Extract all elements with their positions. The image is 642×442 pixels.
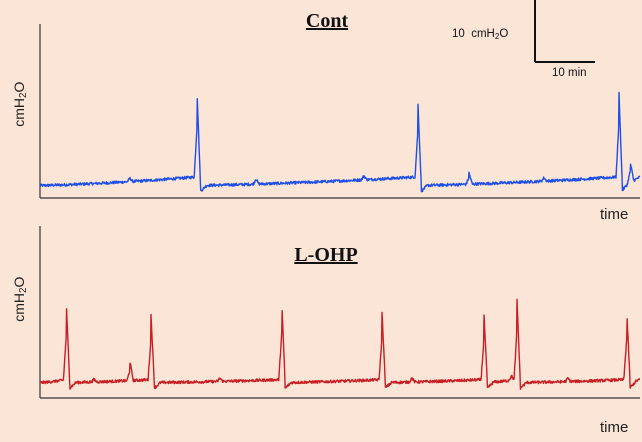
x-axis-label-lohp: time [600, 419, 629, 436]
scale-bar-y-label: 10 cmH2O [452, 28, 509, 41]
scale-bar-x-label: 10 min [552, 67, 587, 79]
trace-1 [39, 298, 641, 391]
panel-title-cont: Cont [305, 10, 349, 32]
trace-0 [39, 91, 641, 193]
x-axis-label-cont: time [600, 206, 629, 223]
panel-title-lohp: L-OHP [294, 244, 358, 266]
